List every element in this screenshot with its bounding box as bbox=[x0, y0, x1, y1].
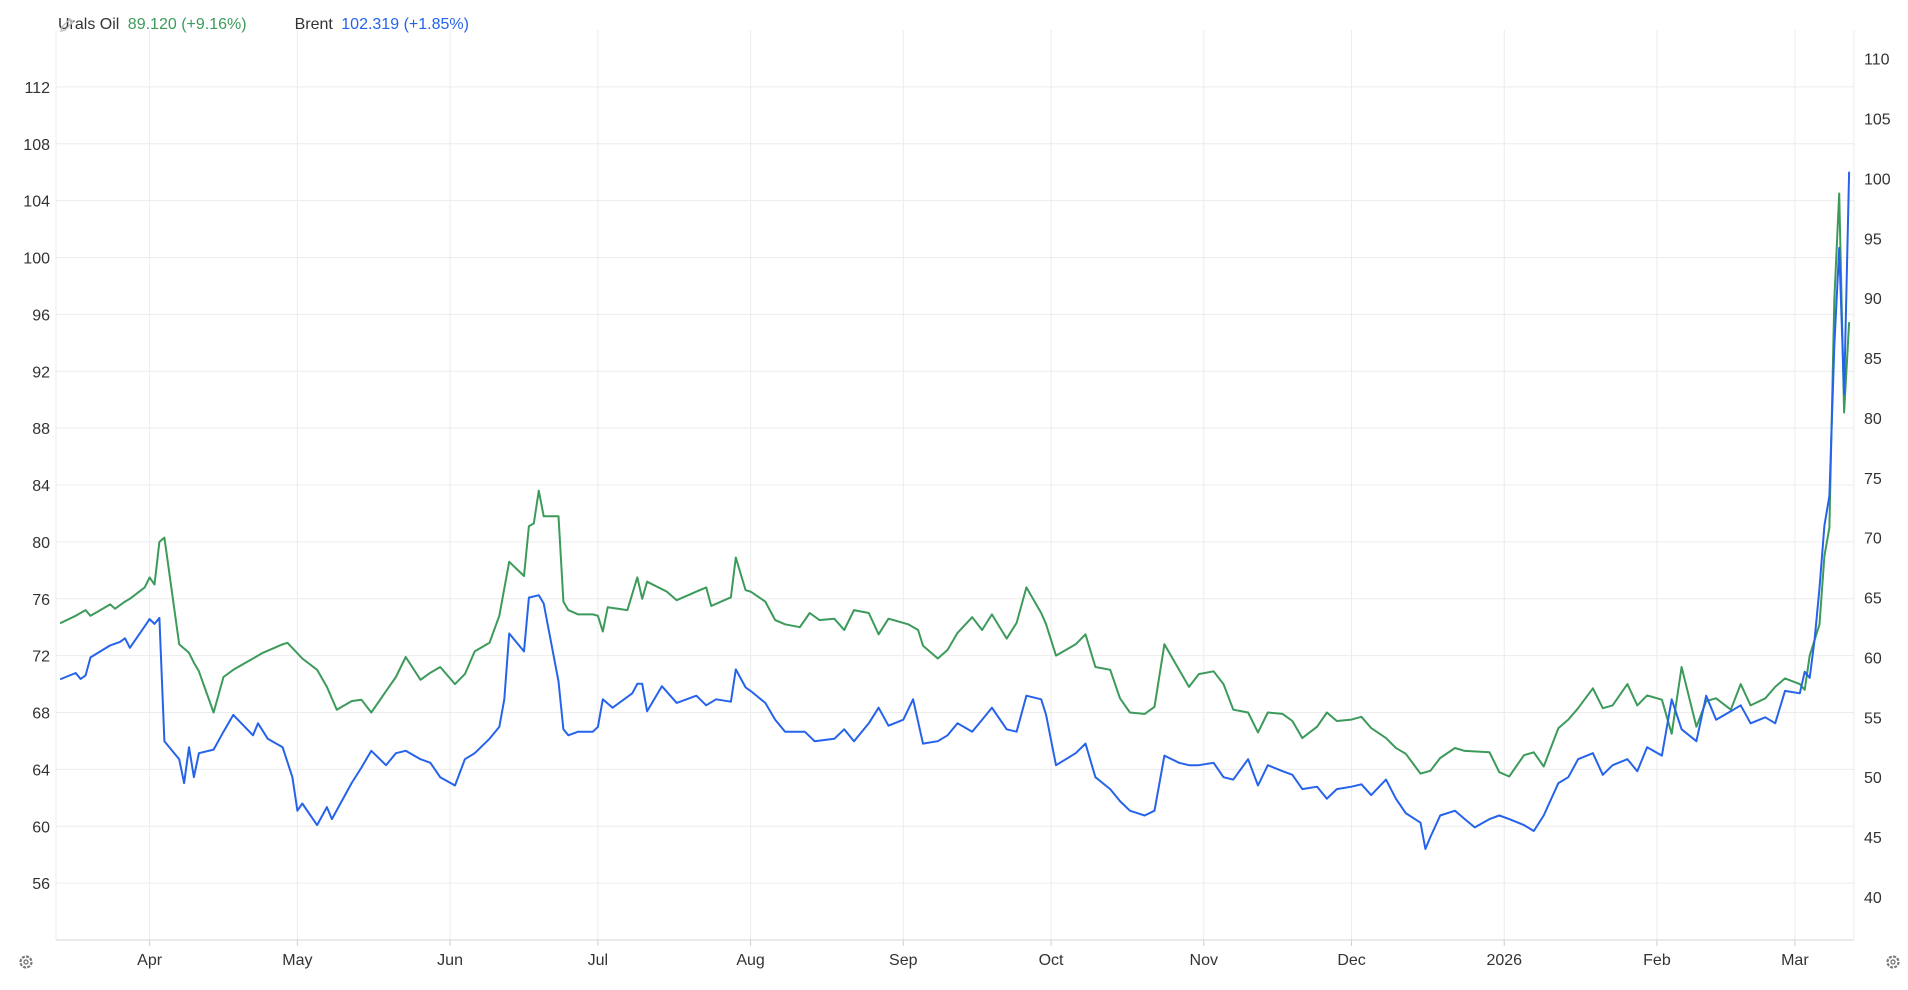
series-line-brent bbox=[59, 171, 1851, 850]
legend-item-urals[interactable]: Urals Oil 89.120 (+9.16%) bbox=[58, 16, 247, 34]
legend-series-change: (+9.16%) bbox=[181, 16, 247, 33]
y-left-tick-label: 72 bbox=[32, 649, 50, 666]
legend-item-brent[interactable]: Brent 102.319 (+1.85%) bbox=[295, 16, 469, 34]
x-tick-label: Apr bbox=[137, 952, 163, 969]
y-left-tick-label: 88 bbox=[32, 421, 50, 438]
y-left-tick-label: 112 bbox=[24, 80, 50, 97]
y-right-tick-label: 45 bbox=[1864, 830, 1882, 847]
y-right-tick-label: 75 bbox=[1864, 471, 1882, 488]
y-left-tick-label: 80 bbox=[32, 535, 50, 552]
y-right-tick-label: 70 bbox=[1864, 531, 1882, 548]
y-right-tick-label: 95 bbox=[1864, 231, 1882, 248]
x-tick-label: Oct bbox=[1039, 952, 1064, 969]
y-left-tick-label: 96 bbox=[32, 307, 50, 324]
y-right-tick-label: 80 bbox=[1864, 411, 1882, 428]
gear-icon[interactable] bbox=[16, 952, 36, 972]
y-right-tick-label: 90 bbox=[1864, 291, 1882, 308]
y-left-tick-label: 56 bbox=[32, 876, 50, 893]
y-right-tick-label: 40 bbox=[1864, 890, 1882, 907]
y-left-tick-label: 68 bbox=[32, 706, 50, 723]
x-tick-label: Mar bbox=[1781, 952, 1809, 969]
axes: 56 60 64 68 72 76 80 84 88 92 96 100 104 108 112 40 45 50… bbox=[23, 30, 1891, 969]
legend-series-value: 89.120 bbox=[127, 16, 177, 33]
legend-series-value: 102.319 bbox=[341, 16, 400, 33]
y-left-tick-label: 76 bbox=[32, 592, 50, 609]
y-right-tick-label: 50 bbox=[1864, 770, 1882, 787]
x-tick-label: Dec bbox=[1337, 952, 1365, 969]
y-right-tick-label: 100 bbox=[1864, 171, 1891, 188]
legend-series-change: (+1.85%) bbox=[403, 16, 469, 33]
gear-icon[interactable] bbox=[1883, 952, 1903, 972]
series-line-urals-oil bbox=[59, 192, 1851, 778]
y-left-tick-label: 64 bbox=[32, 762, 50, 779]
legend: Urals Oil 89.120 (+9.16%) Brent 102.319 … bbox=[58, 16, 511, 34]
y-left-tick-label: 108 bbox=[23, 137, 50, 154]
y-left-tick-label: 60 bbox=[32, 819, 50, 836]
x-tick-label: 2026 bbox=[1486, 952, 1522, 969]
grid bbox=[56, 30, 1854, 940]
x-tick-label: May bbox=[282, 952, 312, 969]
y-left-tick-label: 100 bbox=[23, 251, 50, 268]
legend-series-name: Urals Oil bbox=[58, 16, 120, 33]
pencil-icon[interactable] bbox=[60, 16, 499, 34]
y-right-tick-label: 65 bbox=[1864, 591, 1882, 608]
x-tick-label: Jul bbox=[588, 952, 608, 969]
y-left-tick-label: 104 bbox=[23, 194, 50, 211]
pencil-icon[interactable] bbox=[60, 16, 277, 34]
y-right-tick-label: 55 bbox=[1864, 710, 1882, 727]
y-right-tick-label: 110 bbox=[1864, 52, 1890, 69]
x-tick-label: Feb bbox=[1643, 952, 1671, 969]
y-left-tick-label: 92 bbox=[32, 364, 50, 381]
y-left-tick-label: 84 bbox=[32, 478, 50, 495]
x-tick-label: Jun bbox=[437, 952, 463, 969]
legend-series-name: Brent bbox=[294, 16, 333, 33]
series-lines bbox=[59, 171, 1851, 850]
y-right-tick-label: 85 bbox=[1864, 351, 1882, 368]
y-right-tick-label: 60 bbox=[1864, 650, 1882, 667]
x-tick-label: Sep bbox=[889, 952, 918, 969]
x-tick-label: Aug bbox=[736, 952, 764, 969]
y-right-tick-label: 105 bbox=[1864, 112, 1891, 129]
x-tick-label: Nov bbox=[1190, 952, 1218, 969]
